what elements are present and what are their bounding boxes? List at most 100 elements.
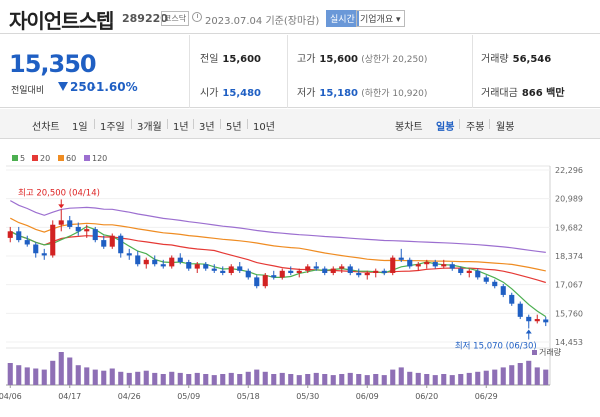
candle-body — [424, 262, 430, 265]
candle-body — [500, 286, 506, 295]
y-tick-label: 17,067 — [555, 281, 583, 290]
volume-bar — [398, 367, 404, 385]
volume-bar — [534, 367, 540, 385]
period-3y[interactable]: 3년 — [199, 122, 215, 133]
candle-weekly[interactable]: 주봉 — [466, 122, 485, 133]
candle-chart-label: 봉차트 — [395, 122, 423, 133]
current-price: 15,350 — [9, 50, 97, 78]
volume-bar — [101, 370, 107, 385]
volume-bar — [33, 368, 39, 385]
legend-swatch — [84, 155, 90, 161]
candle-body — [305, 266, 311, 271]
period-5y[interactable]: 5년 — [226, 122, 242, 133]
divider — [472, 35, 473, 108]
candle-body — [160, 264, 166, 267]
x-tick-label: 06/09 — [356, 392, 379, 401]
candle-body — [194, 264, 200, 269]
candle-body — [169, 257, 175, 267]
candle-body — [50, 224, 56, 256]
high-cell: 고가 15,600 (상한가 20,250) — [297, 54, 428, 65]
candle-daily[interactable]: 일봉 — [436, 122, 455, 133]
candle-body — [143, 259, 149, 265]
min-annotation: 최저 15,070 (06/30) — [455, 340, 537, 351]
y-tick-label: 18,374 — [555, 252, 583, 261]
volume-bar — [330, 375, 336, 385]
clock-icon — [192, 12, 202, 22]
candle-body — [381, 270, 387, 273]
candle-body — [313, 266, 319, 269]
separator — [459, 119, 460, 129]
candle-body — [441, 264, 447, 267]
candle-body — [109, 235, 115, 247]
volume-bar — [203, 374, 209, 385]
candle-body — [356, 272, 362, 276]
volume-bar — [339, 374, 345, 385]
volume-bar — [305, 374, 311, 385]
separator — [167, 119, 168, 129]
y-tick-label: 22,296 — [555, 166, 583, 175]
x-tick-label: 05/09 — [177, 392, 200, 401]
volume-bar — [24, 367, 30, 385]
candle-body — [135, 255, 141, 265]
volume-bar — [16, 365, 22, 385]
y-tick-label: 15,760 — [555, 309, 583, 318]
period-bar: 선차트 1일 1주일 3개월 1년 3년 5년 10년 봉차트 일봉 주봉 월봉 — [0, 109, 600, 139]
volume-bar — [500, 367, 506, 385]
candle-body — [24, 240, 30, 245]
max-annotation: 최고 20,500 (04/14) — [18, 187, 100, 198]
period-1w[interactable]: 1주일 — [100, 122, 125, 133]
change-percent: -1.60% — [91, 80, 138, 94]
candle-body — [364, 272, 370, 276]
candle-body — [390, 257, 396, 273]
candle-body — [407, 259, 413, 267]
down-triangle-icon — [58, 82, 68, 91]
volume-bar — [441, 374, 447, 385]
ma120-line — [10, 200, 546, 253]
period-3m[interactable]: 3개월 — [137, 122, 162, 133]
y-tick-label: 14,453 — [555, 338, 583, 347]
volume-bar — [296, 375, 302, 385]
legend-label: 20 — [40, 154, 50, 163]
period-10y[interactable]: 10년 — [253, 122, 275, 133]
candle-body — [84, 229, 90, 232]
period-1y[interactable]: 1년 — [173, 122, 189, 133]
min-arrow-head — [525, 329, 532, 334]
candle-body — [67, 220, 73, 227]
separator — [220, 119, 221, 129]
candle-body — [177, 257, 183, 263]
company-info-button[interactable]: 기업개요 ▾ — [356, 10, 405, 27]
volume-legend-swatch — [532, 350, 537, 355]
line-chart-label: 선차트 — [32, 122, 60, 133]
volume-bar — [126, 372, 132, 385]
volume-bar — [356, 374, 362, 385]
volume-bar — [75, 365, 81, 385]
divider — [189, 35, 190, 108]
volume-bar — [262, 371, 268, 385]
candle-monthly[interactable]: 월봉 — [496, 122, 515, 133]
candlestick-chart[interactable]: 5 20 60 120 22,296 20,989 19,682 18,374 17,067 15… — [0, 140, 600, 417]
legend-label: 60 — [66, 154, 76, 163]
volume-bar — [390, 369, 396, 385]
candle-body — [466, 270, 472, 273]
candle-body — [228, 266, 234, 273]
candle-body — [126, 253, 132, 256]
stock-header: 자이언트스텝 289220 코스닥 2023.07.04 기준(장마감) 실시간… — [0, 0, 600, 34]
volume-bar — [483, 370, 489, 385]
candle-body — [271, 275, 277, 278]
x-tick-label: 06/29 — [475, 392, 498, 401]
ma20-line — [10, 230, 546, 284]
period-1d[interactable]: 1일 — [72, 122, 88, 133]
volume-bar — [364, 375, 370, 385]
realtime-button[interactable]: 실시간 — [326, 10, 359, 27]
volume-bar — [58, 352, 64, 385]
candle-body — [347, 266, 353, 273]
candle-body — [415, 264, 421, 267]
open-cell: 시가 15,480 — [200, 88, 261, 99]
legend-swatch — [32, 155, 38, 161]
volume-bar — [228, 372, 234, 385]
candle-body — [220, 270, 226, 273]
amount-cell: 거래대금 866 백만 — [481, 88, 565, 99]
volume-bar — [160, 374, 166, 385]
volume-bar — [220, 374, 226, 385]
stock-name: 자이언트스텝 — [9, 9, 114, 33]
